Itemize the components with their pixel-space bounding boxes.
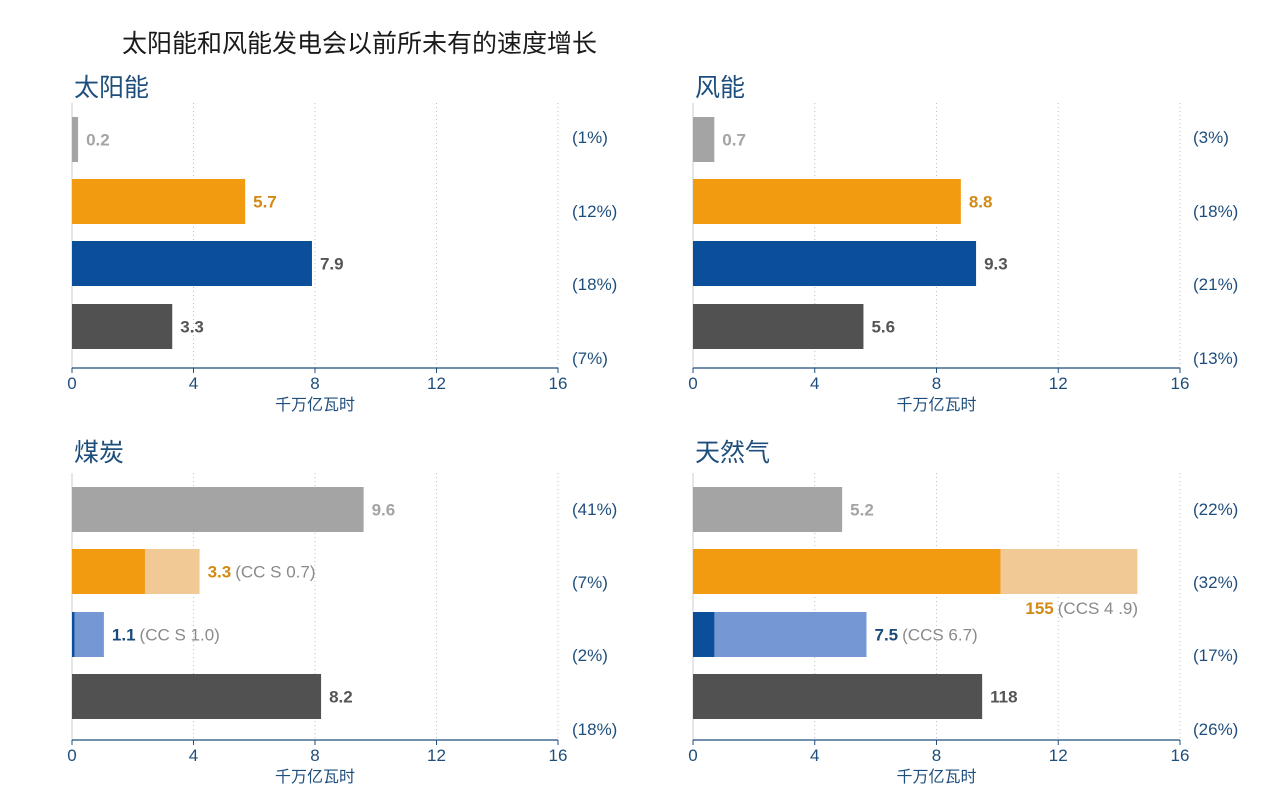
wind-tick-label-16: 16 [1171,374,1190,393]
coal-tick-label-0: 0 [67,746,76,765]
wind-value-label-evolving: 8.8 [969,193,993,212]
wind-value-label-2017: 0.7 [722,131,746,150]
solar-bar-evolving [72,179,246,224]
coal-share-label-2017: (41%) [572,500,617,519]
coal-tick-label-12: 12 [427,746,446,765]
gas-bar-rapid [693,612,715,657]
gas-share-label-evolving: (32%) [1193,573,1238,592]
solar-tick-label-4: 4 [189,374,198,393]
solar-share-label-even-faster: (7%) [572,349,608,368]
gas-value-label-2017: 5.2 [850,501,874,520]
gas-tick-label-4: 4 [810,746,819,765]
gas-tick-label-0: 0 [688,746,697,765]
gas-share-label-even-faster: (26%) [1193,720,1238,739]
wind-panel-title: 风能 [695,73,746,102]
solar-value-label-evolving: 5.7 [253,193,277,212]
coal-panel-title: 煤炭 [74,438,125,467]
coal-value-label-2017: 9.6 [372,501,396,520]
solar-tick-label-12: 12 [427,374,446,393]
coal-tick-label-4: 4 [189,746,198,765]
coal-bar-evolving [72,549,145,594]
gas-value-label-rapid: 7.5 (CCS 6.7) [874,626,977,645]
gas-value-label-even-faster: 118 [990,688,1017,707]
solar-bar-2017 [72,117,79,162]
coal-bar-2017 [72,487,364,532]
gas-bar-rapid-ccs [693,612,867,657]
wind-value-label-rapid: 9.3 [984,255,1008,274]
coal-value-label-rapid: 1.1 (CC S 1.0) [112,626,220,645]
gas-bar-2017 [693,487,843,532]
wind-tick-label-12: 12 [1049,374,1068,393]
coal-tick-label-8: 8 [310,746,319,765]
wind-bar-rapid [693,241,977,286]
solar-value-label-2017: 0.2 [86,131,110,150]
wind-tick-label-8: 8 [932,374,941,393]
solar-share-label-evolving: (12%) [572,202,617,221]
coal-tick-label-16: 16 [549,746,568,765]
wind-value-label-even-faster: 5.6 [871,318,895,337]
wind-bar-even-faster [693,304,864,349]
solar-tick-label-8: 8 [310,374,319,393]
solar-value-label-even-faster: 3.3 [180,318,204,337]
solar-value-label-rapid: 7.9 [320,255,344,274]
coal-ccs-label-evolving: (CC S 0.7) [235,563,315,582]
solar-tick-label-0: 0 [67,374,76,393]
solar-panel-title: 太阳能 [74,73,150,102]
wind-share-label-2017: (3%) [1193,128,1229,147]
gas-tick-label-16: 16 [1171,746,1190,765]
wind-tick-label-0: 0 [688,374,697,393]
coal-value-label-even-faster: 8.2 [329,688,353,707]
wind-share-label-evolving: (18%) [1193,202,1238,221]
wind-bar-evolving [693,179,961,224]
coal-bar-rapid [72,612,75,657]
solar-bar-even-faster [72,304,173,349]
coal-share-label-rapid: (2%) [572,646,608,665]
gas-tick-label-12: 12 [1049,746,1068,765]
gas-x-axis-label: 千万亿瓦时 [896,767,976,786]
coal-ccs-label-rapid: (CC S 1.0) [140,626,220,645]
main-title: 太阳能和风能发电会以前所未有的速度增长 [122,29,598,58]
coal-share-label-even-faster: (18%) [572,720,617,739]
solar-x-axis-label: 千万亿瓦时 [275,395,355,414]
wind-share-label-even-faster: (13%) [1193,349,1238,368]
wind-bar-2017 [693,117,715,162]
solar-bar-rapid [72,241,312,286]
gas-value-label-evolving: 155 (CCS 4 .9) [1025,599,1138,618]
gas-share-label-2017: (22%) [1193,500,1238,519]
gas-tick-label-8: 8 [932,746,941,765]
gas-bar-evolving [693,549,1001,594]
solar-tick-label-16: 16 [549,374,568,393]
coal-bar-rapid-ccs [72,612,104,657]
coal-x-axis-label: 千万亿瓦时 [275,767,355,786]
coal-share-label-evolving: (7%) [572,573,608,592]
wind-share-label-rapid: (21%) [1193,275,1238,294]
gas-ccs-label-rapid: (CCS 6.7) [902,626,978,645]
solar-share-label-rapid: (18%) [572,275,617,294]
gas-ccs-label-evolving: (CCS 4 .9) [1058,599,1138,618]
solar-share-label-2017: (1%) [572,128,608,147]
coal-bar-even-faster [72,674,322,719]
wind-tick-label-4: 4 [810,374,819,393]
wind-x-axis-label: 千万亿瓦时 [896,395,976,414]
coal-value-label-evolving: 3.3 (CC S 0.7) [208,563,316,582]
gas-share-label-rapid: (17%) [1193,646,1238,665]
gas-bar-even-faster [693,674,983,719]
gas-panel-title: 天然气 [695,438,771,467]
